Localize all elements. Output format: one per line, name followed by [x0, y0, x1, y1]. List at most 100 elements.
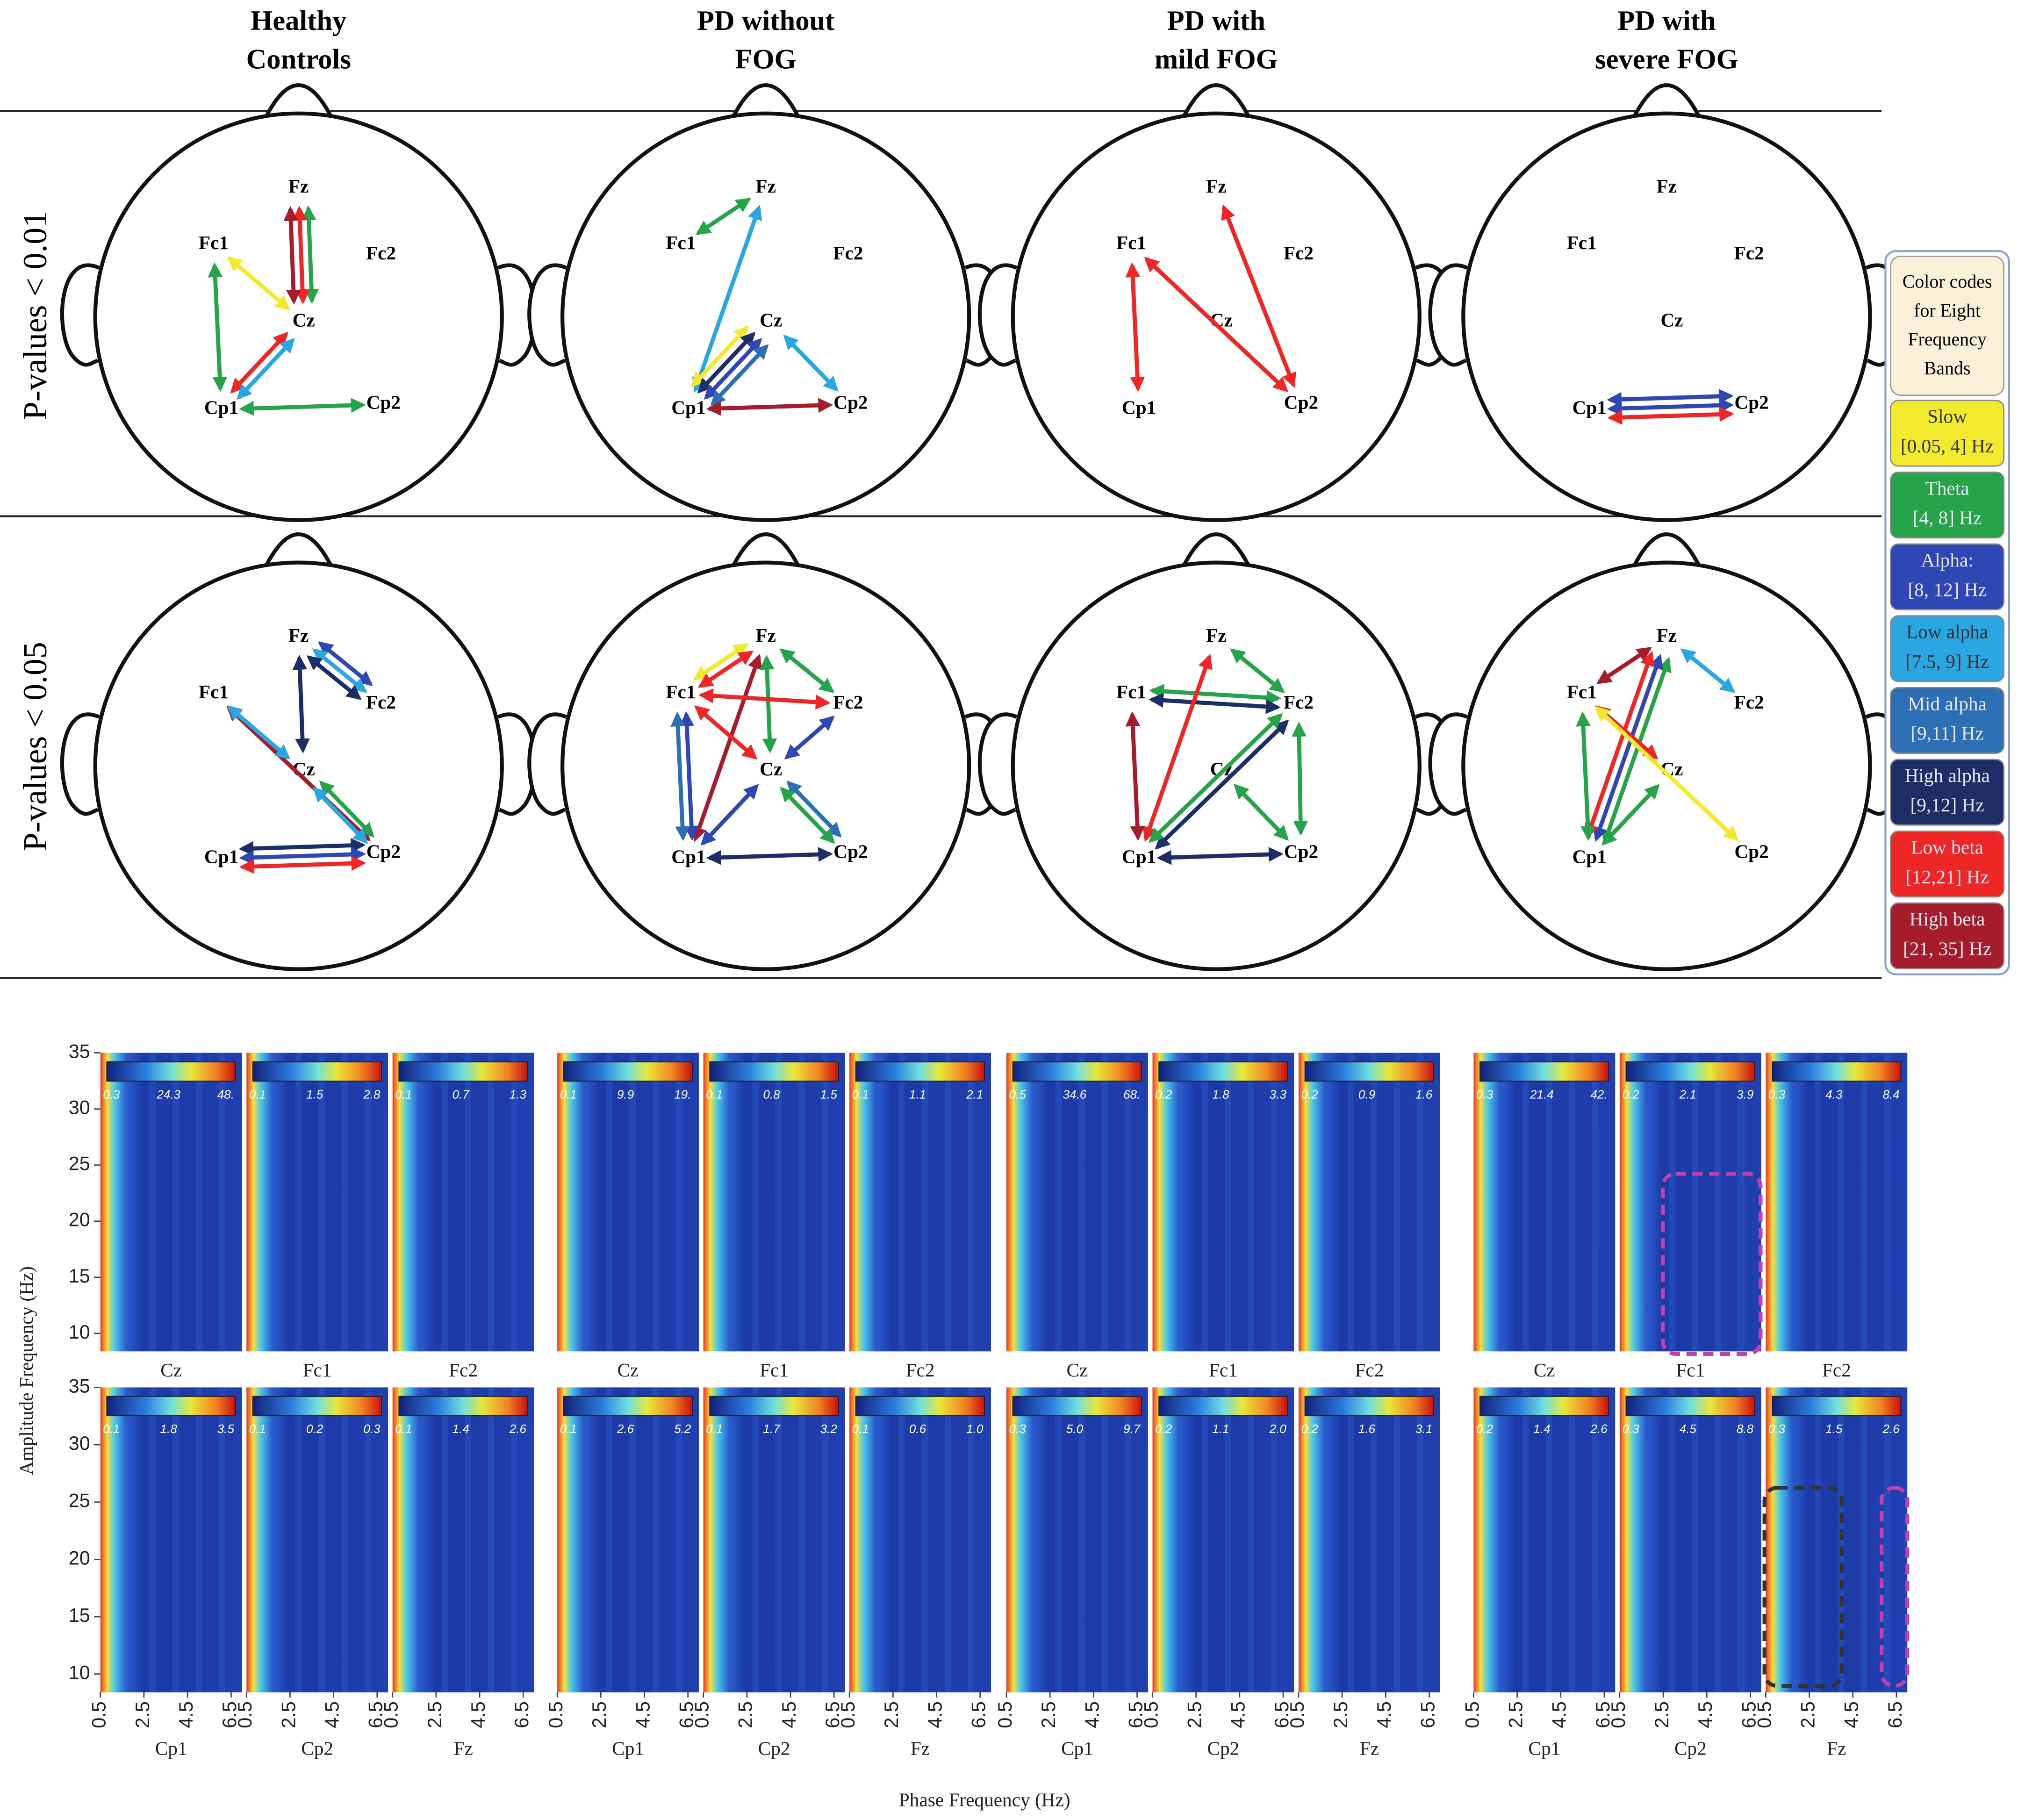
x-tick-label: 6.5 [676, 1701, 697, 1728]
heatmap-texture [1569, 1053, 1575, 1352]
electrode-label: Fz [288, 175, 309, 197]
heatmap-texture [1791, 1387, 1798, 1692]
colorbar-label: 0.1 [395, 1087, 412, 1101]
colorbar-label: 21.4 [1530, 1087, 1554, 1101]
colorbar-label: 1.7 [763, 1422, 781, 1436]
heatmap-texture [1522, 1053, 1529, 1352]
heatmap-texture [583, 1053, 589, 1352]
electrode-label: Fc2 [366, 242, 396, 264]
heatmap-texture [272, 1387, 279, 1692]
connection-arrow [710, 344, 769, 406]
scalp [93, 111, 504, 522]
heatmap [1298, 1387, 1440, 1692]
heatmap-texture [875, 1387, 882, 1692]
heatmap-texture [365, 1053, 372, 1352]
heatmap-texture [583, 1387, 589, 1692]
heatmap-texture [775, 1053, 782, 1352]
heatmap-panel: 0.2 2.1 3.9 [1619, 1053, 1761, 1352]
channel-label: Fc2 [449, 1359, 478, 1381]
colorbar-label: 5.0 [1066, 1422, 1084, 1436]
heatmap-texture [944, 1053, 951, 1352]
connection-arrow [1221, 204, 1296, 388]
row-label: P-values < 0.05 [17, 642, 54, 851]
colorbar-label: 3.5 [217, 1422, 235, 1436]
legend-swatch [1890, 831, 2005, 898]
column-title: PD with [1167, 5, 1265, 36]
electrode-label: Cz [760, 758, 782, 780]
y-tick-label: 35 [69, 1375, 90, 1397]
electrode-label: Fc1 [666, 681, 696, 702]
electrode-label: Fz [288, 624, 309, 646]
heatmap-texture [1032, 1387, 1039, 1692]
colorbar-label: 0.9 [1358, 1087, 1375, 1101]
heatmap-panel: 0.1 0.7 1.3 [392, 1053, 534, 1352]
heatmap-texture [1178, 1053, 1185, 1352]
heatmap-texture [488, 1387, 495, 1692]
heatmap-texture [606, 1387, 613, 1692]
colorbar-label: 0.3 [1622, 1422, 1639, 1436]
legend-swatch [1890, 615, 2005, 682]
heatmap-texture [1224, 1053, 1231, 1352]
x-tick-label: 2.5 [1651, 1701, 1673, 1728]
colorbar-label: 3.2 [820, 1422, 838, 1436]
channel-label: Fc2 [1822, 1359, 1851, 1381]
colorbar-label: 1.8 [1212, 1087, 1229, 1101]
colorbar-label: 9.7 [1123, 1422, 1141, 1436]
x-tick-label: 6.5 [1884, 1701, 1906, 1728]
channel-label: Cz [618, 1359, 639, 1381]
ear [977, 712, 1018, 816]
colorbar-label: 2.6 [1882, 1422, 1900, 1436]
connection-arrow [783, 334, 839, 392]
connection-arrow [237, 337, 295, 400]
heatmap-panel: 0.2 0.9 1.6 [1298, 1053, 1440, 1352]
heatmap-texture [944, 1387, 951, 1692]
channel-label: Cp1 [155, 1737, 187, 1759]
heatmap-texture [1738, 1387, 1745, 1692]
heatmap-texture [729, 1053, 736, 1352]
heatmap-texture [219, 1053, 225, 1352]
colorbar [855, 1061, 985, 1082]
electrode-label: Cz [293, 309, 315, 330]
legend-title: Color codes [1903, 271, 1992, 292]
x-tick-label: 4.5 [1841, 1701, 1862, 1728]
connection-arrow [1576, 711, 1595, 841]
column-title: mild FOG [1155, 44, 1278, 75]
colorbar-label: 8.4 [1882, 1087, 1899, 1101]
x-tick-label: 4.5 [778, 1701, 800, 1728]
heatmap-panel: 0.3 24.3 48. [100, 1053, 242, 1352]
electrode-label: Fz [1657, 624, 1677, 646]
heatmap-texture [1347, 1053, 1354, 1352]
heatmap-texture [126, 1387, 133, 1692]
electrode-label: Fz [755, 175, 776, 197]
scalp [560, 111, 971, 522]
heatmap-panel: 0.1 1.4 2.6 [392, 1387, 534, 1692]
column-title: Controls [246, 44, 351, 75]
colorbar-label: 1.5 [306, 1087, 323, 1101]
x-tick-label: 0.5 [691, 1701, 713, 1728]
heatmap-panel: 0.1 9.9 19. [557, 1053, 699, 1352]
heatmap-texture [1224, 1387, 1231, 1692]
heatmap-texture [1592, 1387, 1599, 1692]
heatmap-panel: 0.2 1.6 3.1 [1298, 1387, 1440, 1692]
electrode-label: Fc2 [1734, 691, 1764, 713]
connection-arrow [1148, 713, 1283, 843]
heatmap-texture [1347, 1387, 1354, 1692]
electrode-label: Fc1 [199, 681, 229, 702]
heatmap [1473, 1053, 1616, 1352]
heatmap [100, 1053, 242, 1352]
colorbar-label: 1.5 [820, 1087, 838, 1101]
colorbar [1772, 1396, 1902, 1417]
legend-band-range: [21, 35] Hz [1903, 938, 1991, 959]
channel-label: Cp1 [1528, 1737, 1560, 1759]
colorbar-label: 24.3 [156, 1087, 180, 1101]
connection-arrow [1230, 648, 1285, 693]
heatmap-texture [1884, 1387, 1891, 1692]
legend-band-name: Low alpha [1906, 621, 1988, 643]
x-tick-label: 6.5 [968, 1701, 990, 1728]
electrode-label: Fc2 [366, 691, 396, 713]
heatmap-texture [441, 1053, 448, 1352]
heatmap-texture [752, 1053, 759, 1352]
heatmap-panel: 0.2 1.4 2.6 [1473, 1387, 1616, 1692]
heatmap-texture [1692, 1053, 1698, 1352]
electrode-label: Fc1 [1567, 232, 1597, 253]
